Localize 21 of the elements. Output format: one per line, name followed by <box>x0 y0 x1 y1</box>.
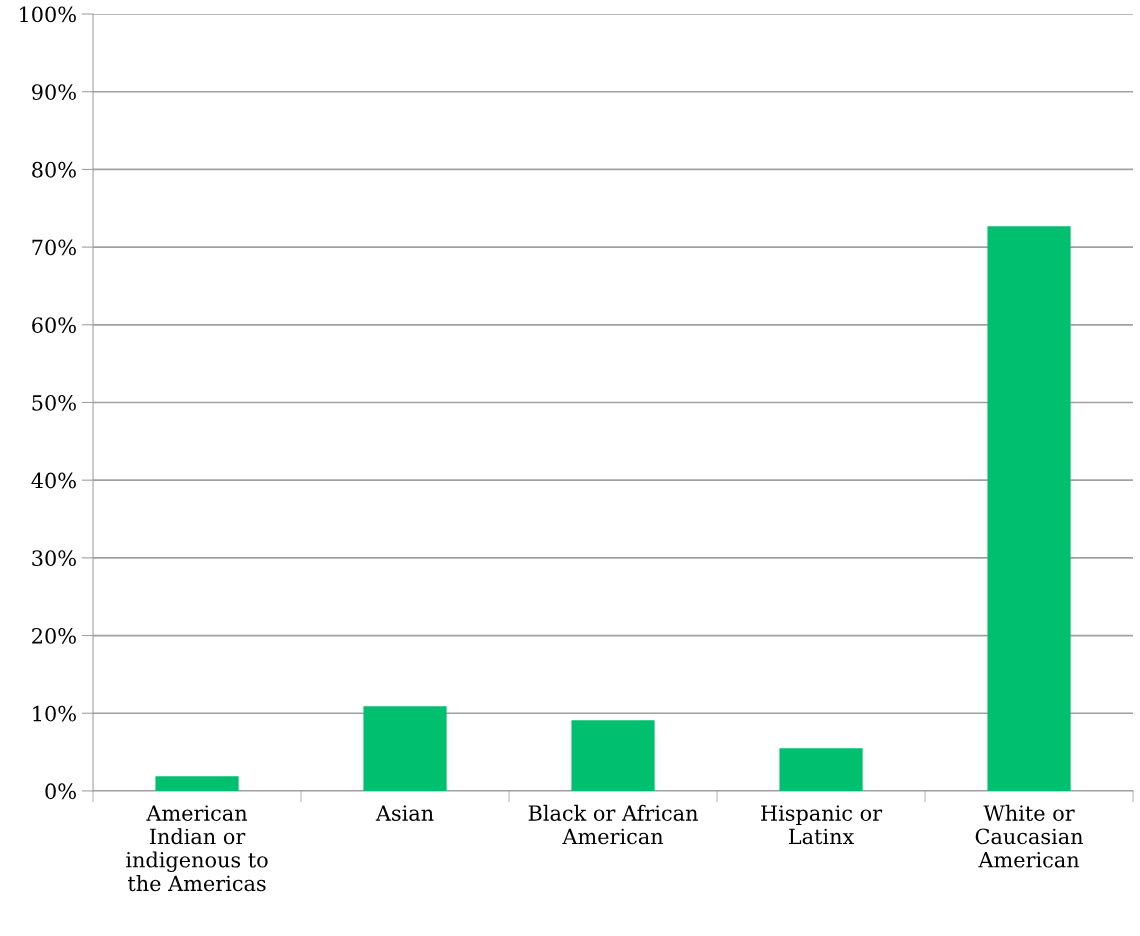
y-tick-label: 80% <box>32 161 76 178</box>
y-tick-label: 0% <box>45 783 76 800</box>
y-tick-label: 90% <box>32 84 76 100</box>
y-tick-label: 10% <box>33 705 76 722</box>
y-tick-label: 50% <box>32 394 76 411</box>
bar <box>987 226 1071 791</box>
x-tick-label: Black or African American <box>528 804 698 845</box>
x-tick-label: Hispanic or Latinx <box>761 805 883 845</box>
y-tick-label: 40% <box>31 472 76 489</box>
y-tick-label: 20% <box>32 628 76 644</box>
bar <box>363 706 447 791</box>
bar <box>571 720 655 791</box>
y-tick-label: 30% <box>32 550 76 567</box>
y-tick-label: 70% <box>32 239 76 256</box>
x-tick-label: American Indian or indigenous to the Americas <box>126 805 268 892</box>
y-tick-label: 100% <box>20 6 76 23</box>
y-tick-label: 60% <box>32 317 76 333</box>
bar <box>779 748 863 791</box>
x-tick-label: Asian <box>375 805 434 821</box>
x-tick-label: White or Caucasian American <box>975 804 1083 868</box>
bar <box>155 776 239 791</box>
